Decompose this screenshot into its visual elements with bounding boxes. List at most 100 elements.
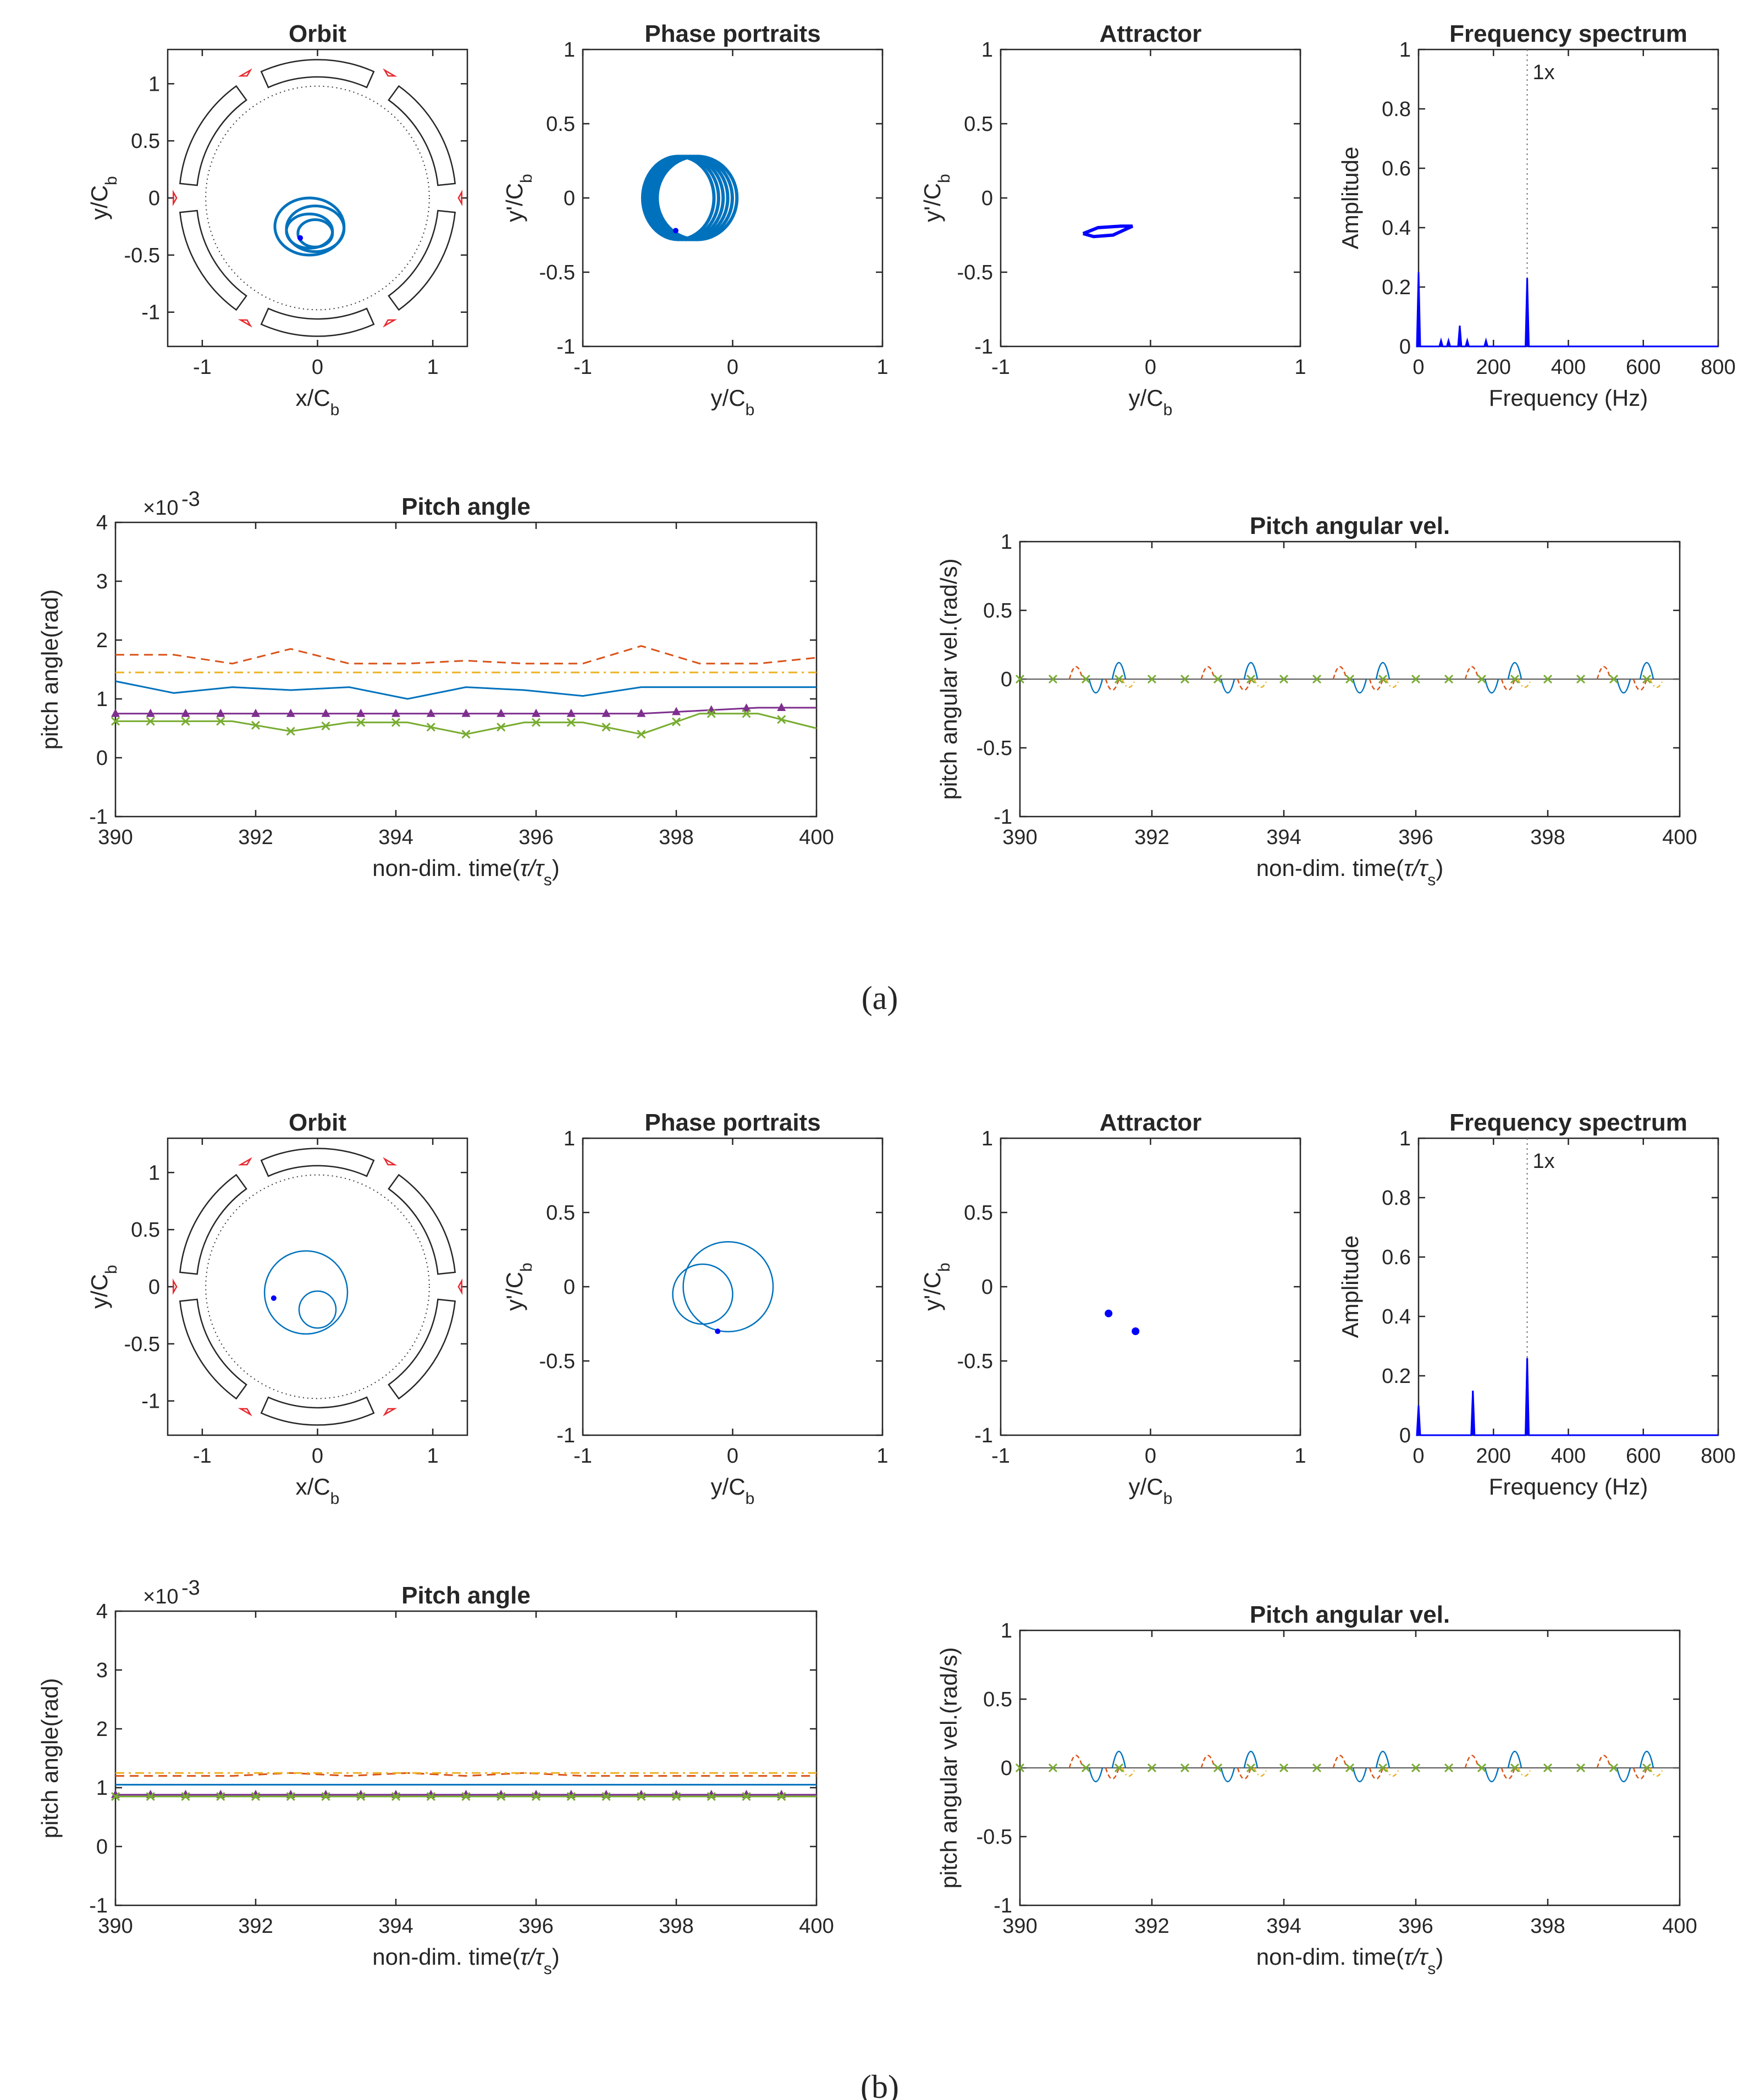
panel-b-angvel-orange: [1596, 1755, 1648, 1780]
panel-a-phase: Phase portraits-1 0 1-1-0.500.51y/Cby'/Cb: [501, 20, 889, 419]
panel-a-orbit-trace: [296, 218, 334, 249]
panel-a-spectrum-ytick-label: 0.6: [1382, 157, 1411, 180]
panel-a-angvel-marker: [1114, 674, 1124, 684]
panel-b-angvel-xtick-label: 394: [1266, 1915, 1301, 1938]
panel-b-pitch-exponent-base: ×10: [143, 1585, 178, 1608]
panel-a-pitch-ytick-label: 0: [96, 747, 108, 770]
panel-b-attractor-ylabel: y'/Cb: [919, 1263, 953, 1311]
panel-b-attractor-frame: [1000, 1137, 1301, 1436]
panel-a-pitch-marker: [461, 730, 471, 739]
panel-b-angvel-yellow: [1121, 1767, 1136, 1777]
panel-b-spectrum-xtick-label: 200: [1476, 1445, 1511, 1468]
panel-b-pitch-xtick-label: 392: [238, 1915, 273, 1938]
panel-b-phase-ytick-label: 0.5: [546, 1201, 575, 1225]
panel-a-angvel-xlabel-tau: τ/τ: [1404, 855, 1428, 881]
panel-a-phase-ytick-label: 1: [564, 38, 575, 62]
panel-a-phase-ytick-label: 0: [564, 187, 575, 210]
panel-b-angvel-marker: [1081, 1763, 1091, 1773]
panel-a-pitch-marker: [356, 708, 366, 717]
panel-a-pitch-frame: [114, 521, 818, 818]
panel-a-angvel-marker: [1345, 674, 1355, 684]
panel-b-pitch-marker: [391, 1792, 401, 1801]
panel-b-pitch-title: Pitch angle: [401, 1582, 531, 1609]
panel-b-phase-xtick-label: 1: [876, 1445, 888, 1468]
panel-a-pitch-series-blue: [115, 680, 816, 700]
panel-b-orbit-pad: [388, 1173, 456, 1275]
panel-b-spectrum-title: Frequency spectrum: [1449, 1109, 1687, 1136]
panel-b-phase-ylabel: y'/Cb: [501, 1263, 536, 1311]
panel-b-orbit-ytick-label: -0.5: [124, 1333, 160, 1356]
panel-b-angvel-blue: [1088, 1750, 1127, 1782]
panel-a-pitch-marker: [496, 723, 506, 732]
panel-a-angvel-marker: [1576, 674, 1586, 684]
panel-b-angvel-orange: [1200, 1755, 1252, 1780]
panel-a-attractor-ylabel-main: y'/C: [919, 183, 945, 222]
panel-b-pitch-xlabel-tau: τ/τ: [520, 1944, 545, 1970]
panel-b-phase-frame: [582, 1137, 884, 1436]
panel-b-pitch-xtick-label: 394: [378, 1915, 413, 1938]
panel-a-spectrum-1x-label: 1x: [1532, 61, 1554, 84]
panel-b-angvel-marker: [1213, 1763, 1223, 1773]
panel-b-angvel-yellow: [1517, 1767, 1532, 1777]
panel-a-pitch-marker: [251, 720, 261, 730]
panel-a-pitch-ytick-label: 1: [96, 688, 108, 711]
panel-a-angvel-orange: [1464, 666, 1516, 691]
panel-b-angvel-ytick-label: 0: [1001, 1757, 1012, 1780]
panel-b-attractor-ytick-label: -1: [974, 1424, 993, 1447]
panel-b-spectrum-ytick-label: 0.8: [1382, 1187, 1411, 1210]
panel-a-orbit-ytick-label: 1: [148, 73, 160, 96]
panel-a-angvel-orange: [1200, 666, 1252, 691]
panel-b-pitch-xtick-label: 398: [659, 1915, 693, 1938]
panel-b-orbit-ylabel-sub: b: [102, 1265, 120, 1274]
panel-a-orbit-xtick-label: 0: [312, 356, 323, 379]
panel-a-angvel-xlabel-main: non-dim. time(: [1256, 855, 1404, 881]
panel-a-pitch-marker: [146, 716, 155, 726]
panel-b-pitch-marker: [496, 1792, 506, 1801]
panel-a-pitch-marker: [602, 723, 611, 732]
panel-a-phase-ylabel: y'/Cb: [501, 174, 536, 222]
panel-a-angvel-marker: [1180, 674, 1190, 684]
panel-a-angvel-marker: [1279, 674, 1289, 684]
panel-b-angvel-blue: [1616, 1750, 1654, 1782]
panel-a-phase-xlabel: y/Cb: [711, 385, 755, 419]
panel-a-angvel: Pitch angular vel. 390 392 394 396 398 400 -1 -0…: [936, 512, 1697, 889]
panel-b-pitch-marker: [602, 1792, 611, 1801]
panel-a-angvel-ytick-label: -1: [994, 806, 1012, 829]
panel-a-pitch-marker: [216, 716, 225, 726]
panel-b-pitch-marker: [531, 1792, 541, 1801]
panel-a-phase-title: Phase portraits: [644, 20, 820, 47]
panel-a-phase-trace: [649, 155, 730, 241]
panel-b-angvel-orange: [1332, 1755, 1384, 1780]
panel-a-orbit-xlabel: x/Cb: [296, 385, 340, 419]
panel-b-orbit-ytick-label: 0.5: [131, 1219, 160, 1242]
panel-b-angvel-blue: [1484, 1750, 1522, 1782]
panel-b-angvel-marker: [1180, 1763, 1190, 1773]
panel-b-pitch-marker: [637, 1792, 646, 1801]
panel-b-pitch-marker: [566, 1792, 576, 1801]
panel-b-attractor-xtick-label: -1: [991, 1445, 1010, 1468]
panel-b-spectrum-1x-label: 1x: [1532, 1150, 1554, 1173]
panel-b-angvel-marker: [1279, 1763, 1289, 1773]
panel-a-orbit-pad: [260, 59, 375, 89]
panel-a-attractor-xtick-label: -1: [991, 356, 1010, 379]
panel-b-spectrum-xlabel: Frequency (Hz): [1489, 1474, 1648, 1500]
panel-a-pitch-ytick-label: 2: [96, 629, 108, 652]
panel-a-orbit-pad: [388, 210, 456, 311]
panel-a-pitch-exponent-base: ×10: [143, 497, 178, 520]
panel-a-angvel-xtick-label: 398: [1530, 826, 1565, 849]
panel-a-orbit-ytick-label: -0.5: [124, 244, 160, 267]
panel-a-orbit-clearance-circle: [205, 85, 430, 311]
panel-a-pitch-marker: [146, 708, 155, 717]
panel-a-spectrum-ytick-label: 0: [1399, 335, 1411, 359]
panel-b-angvel: Pitch angular vel. 390 392 394 396 398 400 -1 -0…: [936, 1601, 1697, 1978]
panel-b-pitch-xtick-label: 396: [518, 1915, 553, 1938]
panel-b-pitch-ytick-label: 2: [96, 1718, 108, 1741]
panel-a-attractor-xlabel-sub: b: [1163, 401, 1173, 419]
panel-b-orbit-pad: [179, 1298, 247, 1400]
panel-b-pitch-marker: [321, 1792, 330, 1801]
panel-a-orbit-ylabel-main: y/C: [86, 185, 112, 220]
panel-b-attractor-point: [1105, 1309, 1113, 1318]
panel-b-orbit-pad: [388, 1298, 456, 1400]
panel-a-spectrum-line: [1416, 272, 1718, 348]
panel-a-attractor-loop: [1082, 224, 1134, 239]
